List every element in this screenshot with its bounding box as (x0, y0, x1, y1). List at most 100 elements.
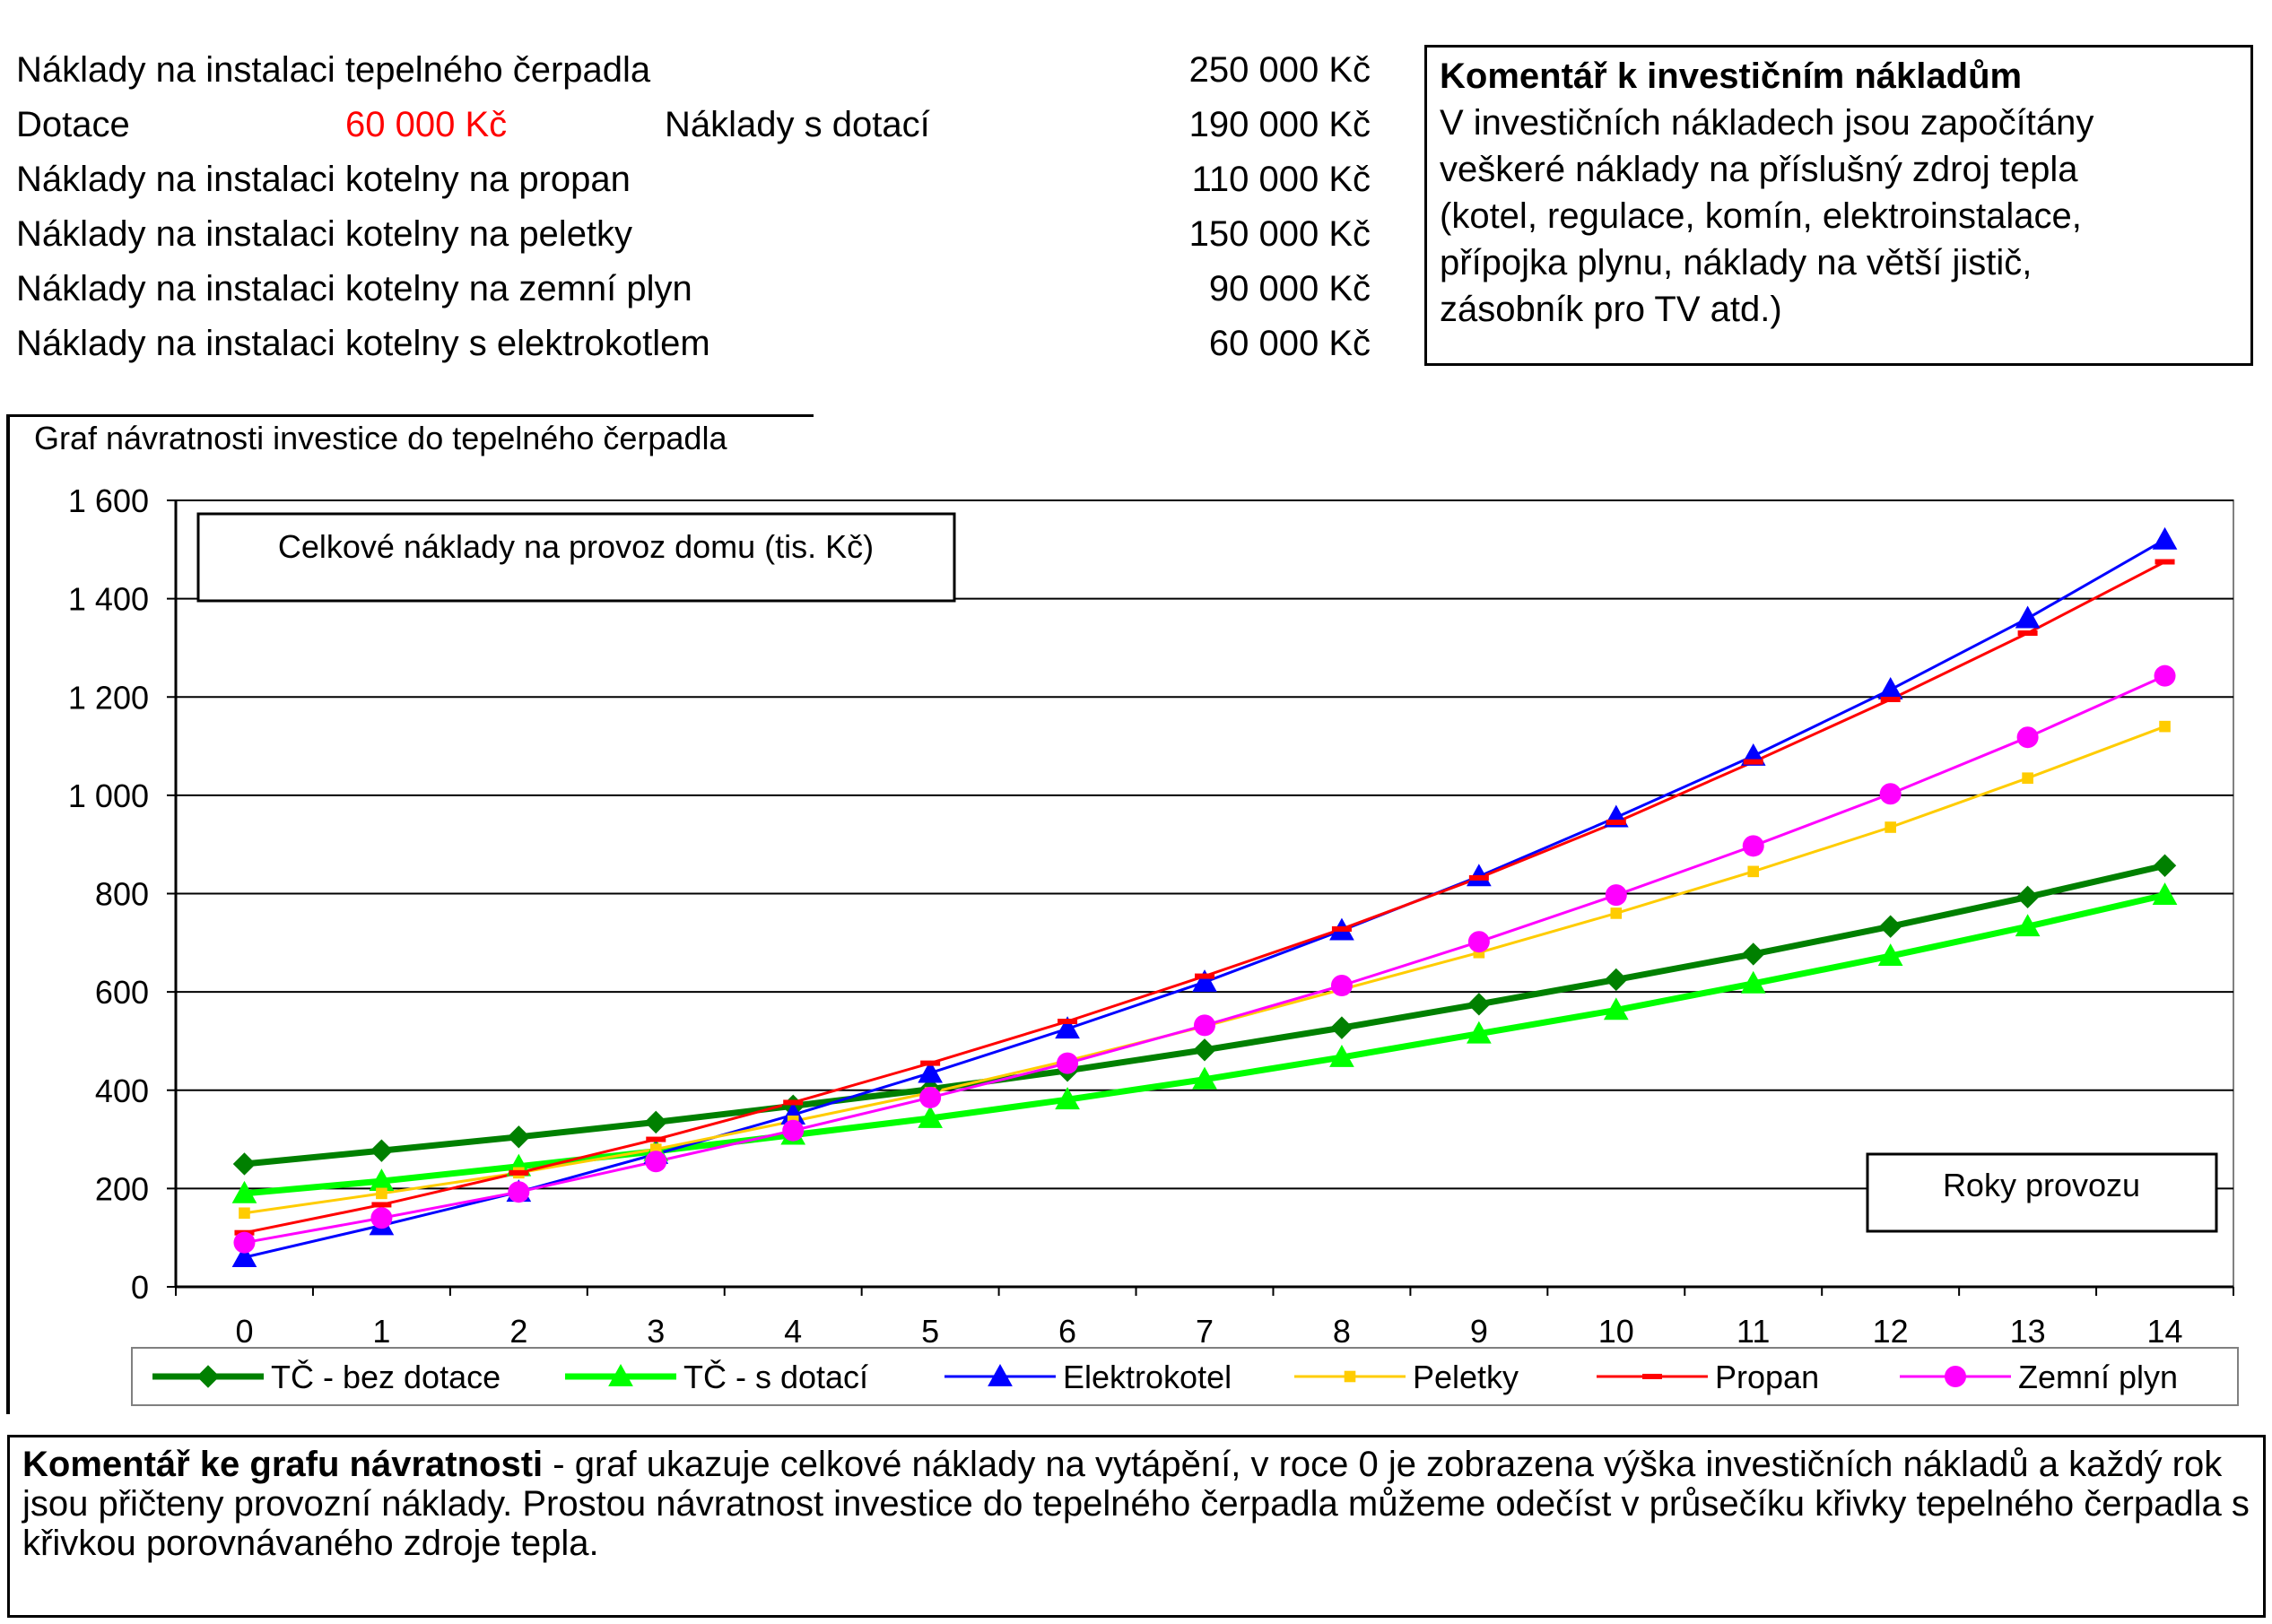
x-tick-label: 13 (2010, 1313, 2046, 1350)
data-point (2152, 526, 2178, 550)
cost-label: Náklady na instalaci kotelny na peletky (16, 214, 633, 254)
y-tick-label: 1 600 (68, 482, 149, 519)
legend-label-4: Propan (1715, 1359, 1819, 1395)
data-point (783, 1099, 804, 1106)
data-point (1194, 1014, 1215, 1037)
legend-marker-3 (1344, 1370, 1356, 1383)
data-point (1742, 942, 1765, 966)
data-point (1057, 1052, 1079, 1074)
data-point (1192, 1066, 1217, 1090)
data-point (1330, 1016, 1354, 1039)
series-line-2 (244, 538, 2166, 1259)
legend-marker-1 (608, 1363, 633, 1386)
data-point (918, 1060, 943, 1083)
data-point (1879, 783, 1902, 805)
data-point (507, 1125, 531, 1149)
data-point (1605, 884, 1627, 907)
data-point (1605, 968, 1628, 992)
data-point (1467, 993, 1491, 1016)
legend-marker-5 (1945, 1366, 1966, 1387)
data-point (509, 1169, 529, 1176)
data-point (1610, 908, 1623, 919)
data-point (1740, 970, 1766, 994)
investment-comment-box: Komentář k investičním nákladům V invest… (1424, 45, 2253, 366)
data-point (920, 1060, 941, 1066)
data-point (1329, 1044, 1354, 1067)
data-point (370, 1207, 393, 1229)
y-tick-label: 600 (95, 974, 149, 1011)
data-point (782, 1119, 805, 1142)
chart-frame-left-border (6, 414, 10, 1414)
graph-comment-title: Komentář ke grafu návratnosti (22, 1445, 544, 1484)
x-tick-label: 10 (1598, 1313, 1634, 1350)
legend-marker-2 (988, 1363, 1013, 1386)
investment-comment-line: V investičních nákladech jsou započítány (1440, 103, 2094, 143)
x-tick-label: 1 (372, 1313, 390, 1350)
x-tick-label: 5 (921, 1313, 939, 1350)
x-label-box (1866, 1152, 2218, 1233)
x-tick-label: 7 (1196, 1313, 1214, 1350)
cost-row-natural-gas: Náklady na instalaci kotelny na zemní pl… (16, 263, 1371, 315)
data-point (2159, 720, 2171, 733)
investment-comment-line: (kotel, regulace, komín, elektroinstalac… (1440, 196, 2082, 236)
data-point (2015, 885, 2040, 909)
cost-amount: 110 000 Kč (1191, 160, 1371, 199)
x-tick-label: 8 (1333, 1313, 1351, 1350)
data-point (2154, 559, 2175, 565)
subsidized-label: Náklady s dotací (665, 105, 930, 144)
investment-comment-line: veškeré náklady na příslušný zdroj tepla (1440, 150, 2078, 189)
data-point (1467, 1020, 1492, 1044)
cost-label: Náklady na instalaci kotelny na zemní pl… (16, 269, 692, 308)
cost-amount: 90 000 Kč (1208, 269, 1371, 308)
data-point (1743, 759, 1763, 765)
cost-label: Náklady na instalaci kotelny s elektroko… (16, 324, 710, 363)
data-point (1606, 820, 1626, 826)
cost-row-propane: Náklady na instalaci kotelny na propan 1… (16, 153, 1371, 205)
x-tick-label: 14 (2147, 1313, 2183, 1350)
legend-label-2: Elektrokotel (1063, 1359, 1232, 1395)
data-point (2015, 914, 2041, 937)
data-point (233, 1231, 256, 1254)
x-tick-label: 3 (647, 1313, 665, 1350)
y-tick-label: 0 (131, 1269, 149, 1306)
cost-row-subsidy: Dotace 60 000 Kč Náklady s dotací 190 00… (16, 99, 1371, 151)
y-tick-label: 1 400 (68, 581, 149, 618)
data-point (2154, 664, 2176, 687)
data-point (370, 1139, 394, 1162)
data-point (1878, 915, 1902, 938)
data-point (232, 1152, 257, 1176)
data-point (231, 1245, 257, 1268)
legend-marker-0 (196, 1365, 220, 1388)
data-point (1468, 874, 1489, 881)
investment-comment-line: přípojka plynu, náklady na větší jistič, (1440, 243, 2033, 282)
investment-comment-title: Komentář k investičním nákladům (1440, 56, 2023, 96)
cost-row-electric: Náklady na instalaci kotelny s elektroko… (16, 317, 1371, 369)
data-point (645, 1151, 667, 1173)
data-point (2017, 630, 2038, 636)
data-point (2016, 726, 2039, 749)
subsidized-amount: 190 000 Kč (1188, 105, 1371, 144)
y-tick-label: 800 (95, 876, 149, 913)
graph-comment-box: Komentář ke grafu návratnosti - graf uka… (7, 1435, 2266, 1618)
legend-label-1: TČ - s dotací (683, 1359, 868, 1395)
graph-comment-text: - graf ukazuje celkové náklady na vytápě… (22, 1445, 2250, 1563)
x-axis-label: Roky provozu (1943, 1167, 2140, 1203)
data-point (644, 1110, 667, 1134)
data-point (919, 1086, 942, 1108)
data-point (2152, 882, 2178, 906)
x-tick-label: 2 (509, 1313, 527, 1350)
data-point (1603, 997, 1629, 1020)
subsidy-label: Dotace (16, 105, 130, 144)
series-line-4 (244, 560, 2166, 1235)
subsidy-amount: 60 000 Kč (345, 105, 508, 144)
cost-row-pellets: Náklady na instalaci kotelny na peletky … (16, 208, 1371, 260)
x-tick-label: 9 (1470, 1313, 1488, 1350)
data-point (1885, 821, 1896, 833)
cost-amount: 60 000 Kč (1208, 324, 1371, 363)
data-point (239, 1207, 250, 1220)
x-tick-label: 0 (235, 1313, 253, 1350)
cost-label: Náklady na instalaci kotelny na propan (16, 160, 631, 199)
y-tick-label: 1 000 (68, 777, 149, 814)
legend-box (131, 1347, 2239, 1406)
